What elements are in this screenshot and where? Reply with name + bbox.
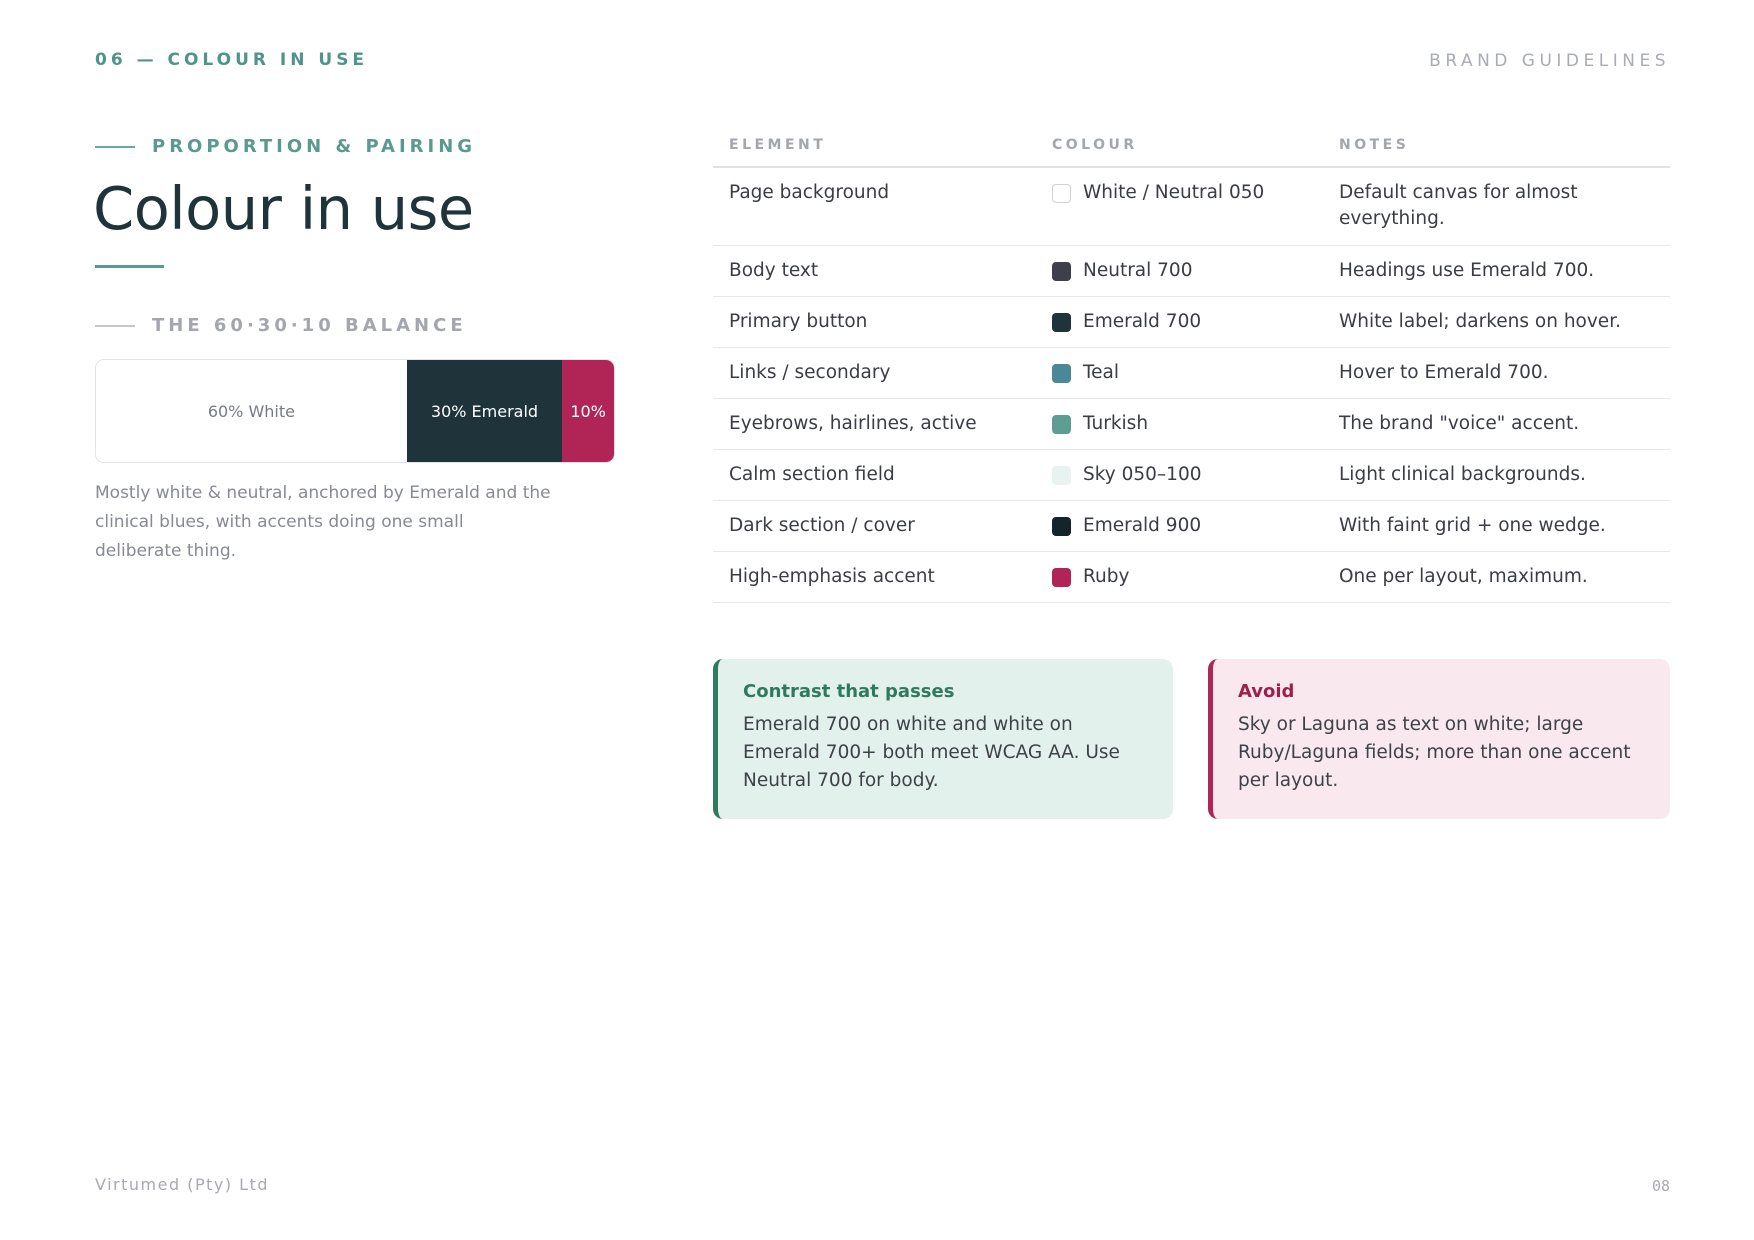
callout-body: Emerald 700 on white and white on Emeral…: [743, 714, 1120, 791]
table-row: Primary button Emerald 700 White label; da…: [713, 296, 1670, 348]
table-row: Links / secondary Teal Hover to Emerald 70…: [713, 347, 1670, 399]
notes-cell: The brand "voice" accent.: [1323, 398, 1670, 450]
element-cell: High-emphasis accent: [713, 551, 1036, 603]
element-cell: Dark section / cover: [713, 500, 1036, 552]
balance-segment: 60% White: [96, 360, 407, 462]
subhead-label: THE 60·30·10 BALANCE: [152, 315, 467, 336]
element-cell: Body text: [713, 245, 1036, 297]
column-header-element: ELEMENT: [713, 128, 1036, 168]
table-header-row: ELEMENT COLOUR NOTES: [713, 128, 1670, 168]
table-row: High-emphasis accent Ruby One per layout, …: [713, 551, 1670, 603]
subhead-hairline: [95, 324, 135, 327]
notes-cell: White label; darkens on hover.: [1323, 296, 1670, 348]
colour-cell: Ruby: [1036, 551, 1323, 603]
colour-name: Neutral 700: [1083, 260, 1193, 281]
avoid-callout: Avoid Sky or Laguna as text on white; la…: [1208, 659, 1670, 819]
section-label: 06 — COLOUR IN USE: [95, 50, 369, 70]
page-title: Colour in use: [93, 174, 474, 243]
colour-cell: Sky 050–100: [1036, 449, 1323, 501]
table-body: Page background White / Neutral 050 Defaul…: [713, 167, 1670, 603]
balance-segment: 10%: [562, 360, 614, 462]
contrast-passes-callout: Contrast that passes Emerald 700 on whit…: [713, 659, 1173, 819]
colour-cell: Turkish: [1036, 398, 1323, 450]
colour-name: White / Neutral 050: [1083, 182, 1265, 203]
table-row: Dark section / cover Emerald 900 With fain…: [713, 500, 1670, 552]
balance-segment: 30% Emerald: [406, 360, 563, 462]
page-number: 08: [1651, 1177, 1670, 1195]
colour-swatch: [1052, 465, 1071, 485]
balance-caption: Mostly white & neutral, anchored by Emer…: [95, 483, 551, 561]
colour-usage-table: ELEMENT COLOUR NOTES Page background Whit…: [713, 128, 1670, 603]
colour-cell: Neutral 700: [1036, 245, 1323, 297]
table-row: Calm section field Sky 050–100 Light clini…: [713, 449, 1670, 501]
colour-cell: Emerald 700: [1036, 296, 1323, 348]
company-name: Virtumed (Pty) Ltd: [95, 1175, 270, 1194]
eyebrow: PROPORTION & PAIRING: [95, 136, 476, 157]
document-title: BRAND GUIDELINES: [1429, 51, 1670, 71]
colour-swatch: [1052, 414, 1071, 434]
colour-cell: Teal: [1036, 347, 1323, 399]
callout-body: Sky or Laguna as text on white; large Ru…: [1238, 714, 1631, 791]
colour-name: Turkish: [1083, 413, 1149, 434]
column-header-notes: NOTES: [1323, 128, 1670, 168]
eyebrow-label: PROPORTION & PAIRING: [152, 136, 477, 157]
colour-cell: White / Neutral 050: [1036, 167, 1323, 246]
callout-title: Avoid: [1238, 681, 1295, 702]
eyebrow-hairline: [95, 145, 135, 148]
element-cell: Page background: [713, 167, 1036, 246]
element-cell: Calm section field: [713, 449, 1036, 501]
element-cell: Eyebrows, hairlines, active: [713, 398, 1036, 450]
notes-cell: Hover to Emerald 700.: [1323, 347, 1670, 399]
colour-name: Sky 050–100: [1083, 464, 1202, 485]
callout-title: Contrast that passes: [743, 681, 955, 702]
notes-cell: Headings use Emerald 700.: [1323, 245, 1670, 297]
notes-cell: With faint grid + one wedge.: [1323, 500, 1670, 552]
element-cell: Links / secondary: [713, 347, 1036, 399]
notes-cell: Light clinical backgrounds.: [1323, 449, 1670, 501]
notes-cell: One per layout, maximum.: [1323, 551, 1670, 603]
colour-name: Teal: [1083, 362, 1120, 383]
title-underline: [95, 265, 164, 268]
table-row: Body text Neutral 700 Headings use Emerald…: [713, 245, 1670, 297]
colour-swatch: [1052, 363, 1071, 383]
table-row: Eyebrows, hairlines, active Turkish The br…: [713, 398, 1670, 450]
colour-swatch: [1052, 261, 1071, 281]
colour-cell: Emerald 900: [1036, 500, 1323, 552]
colour-name: Emerald 900: [1083, 515, 1202, 536]
colour-swatch: [1052, 183, 1071, 203]
subhead: THE 60·30·10 BALANCE: [95, 315, 467, 336]
table-row: Page background White / Neutral 050 Defaul…: [713, 167, 1670, 246]
colour-swatch: [1052, 567, 1071, 587]
element-cell: Primary button: [713, 296, 1036, 348]
colour-name: Emerald 700: [1083, 311, 1202, 332]
colour-swatch: [1052, 312, 1071, 332]
column-header-colour: COLOUR: [1036, 128, 1323, 168]
balance-bar: 60% White 30% Emerald 10%: [95, 359, 615, 463]
colour-name: Ruby: [1083, 566, 1130, 587]
colour-swatch: [1052, 516, 1071, 536]
notes-cell: Default canvas for almost everything.: [1323, 167, 1670, 246]
